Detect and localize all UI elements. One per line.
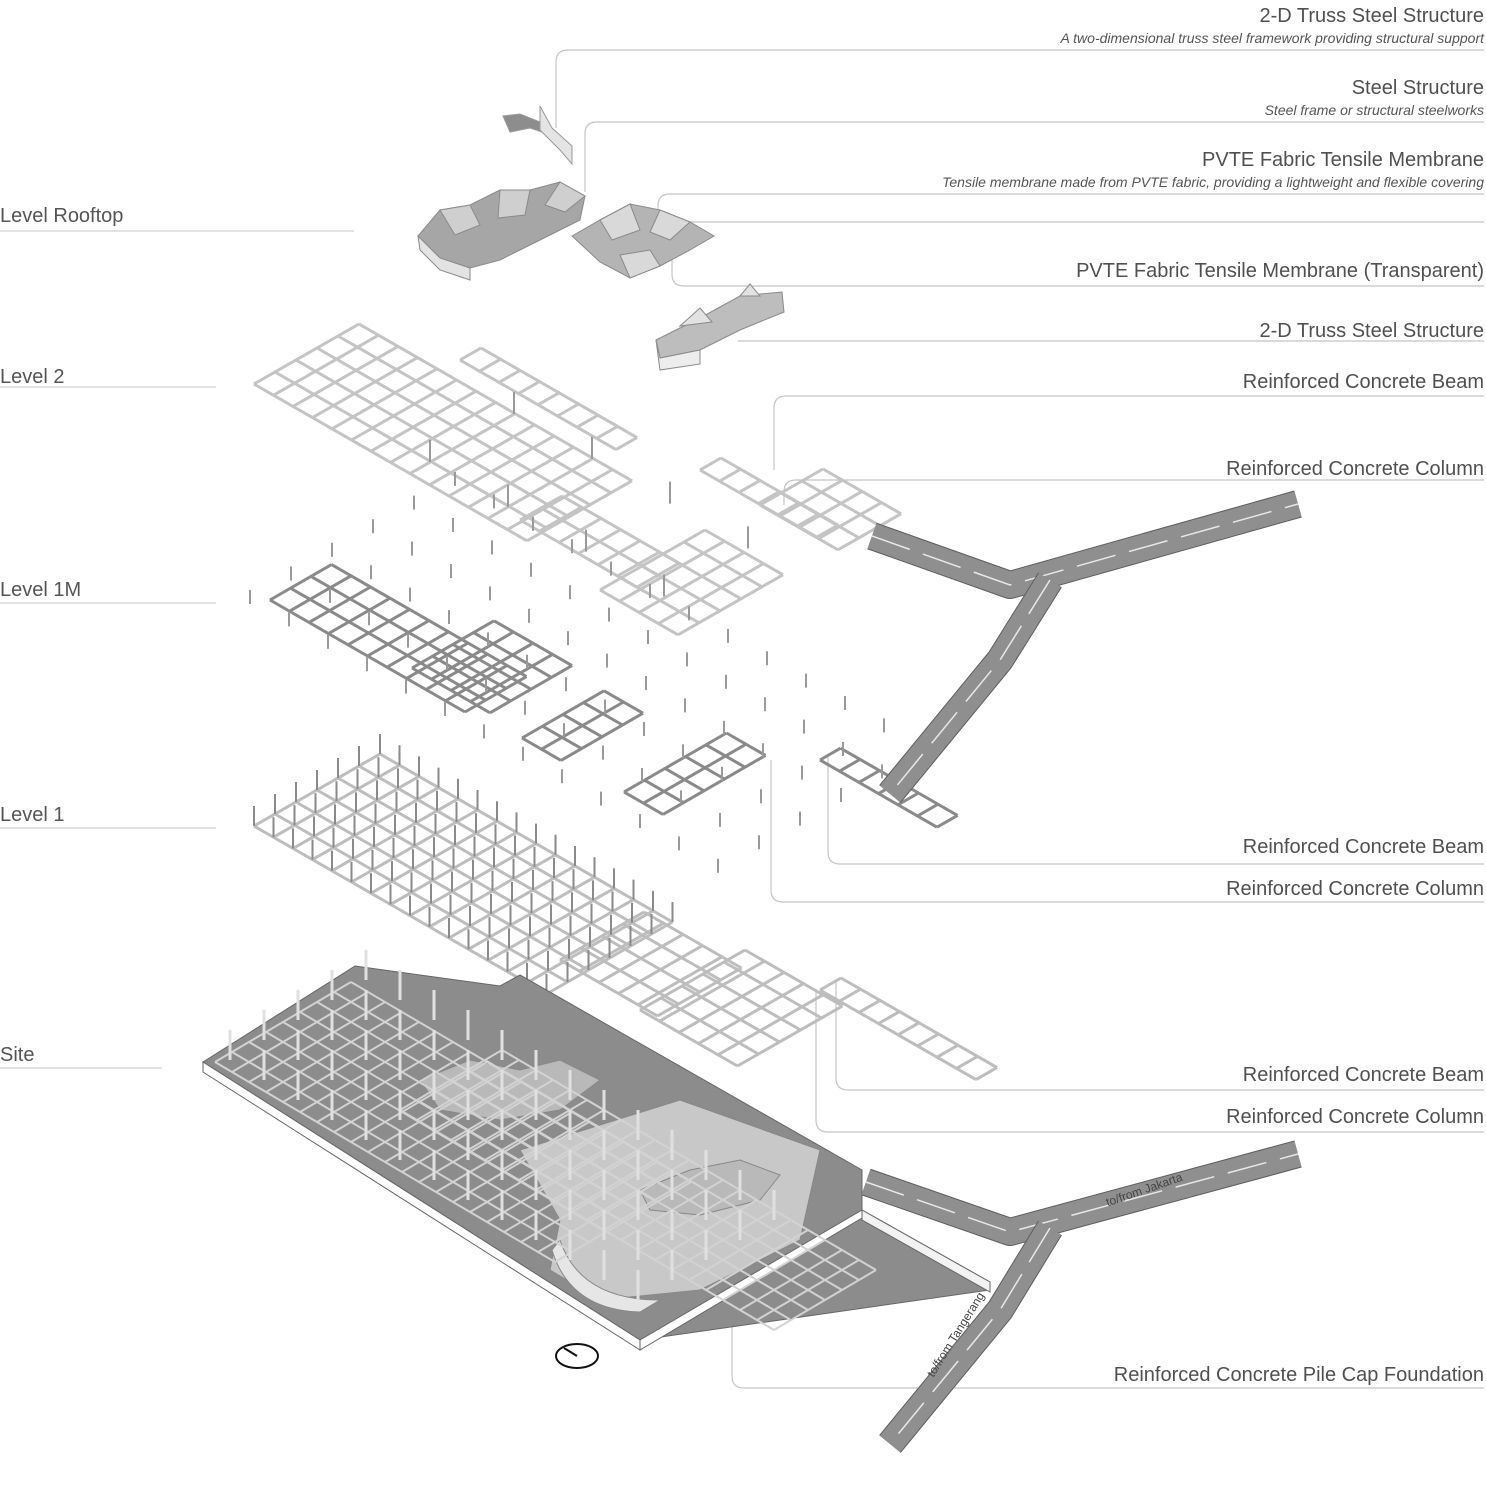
level1-grid — [253, 734, 998, 1081]
callout-title: 2-D Truss Steel Structure — [1259, 5, 1484, 27]
callout-beam-level1: Reinforced Concrete Beam — [1243, 1065, 1484, 1085]
rooftop-truss-detail — [502, 105, 573, 166]
callout-column-level1m: Reinforced Concrete Column — [1226, 879, 1484, 899]
level-underlines — [0, 230, 354, 1069]
callout-title: PVTE Fabric Tensile Membrane (Transparen… — [1076, 260, 1484, 282]
callout-title: Reinforced Concrete Column — [1226, 458, 1484, 480]
level-label-level1m: Level 1M — [0, 579, 82, 601]
callout-title: Reinforced Concrete Beam — [1242, 1064, 1484, 1086]
callout-description: A two-dimensional truss steel framework … — [1060, 30, 1484, 46]
upper-road — [867, 490, 1302, 803]
callout-title: 2-D Truss Steel Structure — [1259, 320, 1484, 342]
callout-column-level2: Reinforced Concrete Column — [1226, 459, 1484, 479]
callout-leaders — [555, 49, 1484, 1389]
level-label-site: Site — [0, 1044, 35, 1066]
callout-title: Reinforced Concrete Column — [1226, 878, 1484, 900]
rooftop-truss-small — [655, 283, 785, 371]
callout-description: Steel frame or structural steelworks — [1264, 102, 1484, 118]
level-label-level1: Level 1 — [0, 804, 65, 826]
level-label-level2: Level 2 — [0, 366, 65, 388]
lower-road — [861, 1140, 1302, 1453]
callout-column-level1: Reinforced Concrete Column — [1226, 1107, 1484, 1127]
level-label-rooftop: Level Rooftop — [0, 205, 124, 227]
level2-grid — [253, 322, 902, 637]
callout-description: Tensile membrane made from PVTE fabric, … — [942, 174, 1484, 190]
rooftop-membrane-left — [417, 181, 586, 281]
callout-pvte-membrane: PVTE Fabric Tensile Membrane Tensile mem… — [942, 150, 1484, 189]
callout-title: Reinforced Concrete Beam — [1242, 371, 1484, 393]
callout-title: Steel Structure — [1351, 77, 1484, 99]
callout-beam-level1m: Reinforced Concrete Beam — [1243, 837, 1484, 857]
callout-beam-level2: Reinforced Concrete Beam — [1243, 372, 1484, 392]
rooftop-membrane-transparent — [571, 203, 715, 279]
callout-truss-top: 2-D Truss Steel Structure A two-dimensio… — [1060, 6, 1484, 45]
callout-pile-cap: Reinforced Concrete Pile Cap Foundation — [1114, 1365, 1484, 1385]
callout-title: Reinforced Concrete Column — [1226, 1106, 1484, 1128]
callout-title: Reinforced Concrete Beam — [1242, 836, 1484, 858]
callout-truss-lower: 2-D Truss Steel Structure — [1259, 321, 1484, 341]
callout-steel-structure: Steel Structure Steel frame or structura… — [1265, 78, 1484, 117]
callout-pvte-transparent: PVTE Fabric Tensile Membrane (Transparen… — [1076, 261, 1484, 281]
callout-title: Reinforced Concrete Pile Cap Foundation — [1113, 1364, 1484, 1386]
north-arrow-icon — [555, 1343, 599, 1369]
callout-title: PVTE Fabric Tensile Membrane — [1202, 149, 1484, 171]
site-structure-grid — [214, 950, 877, 1331]
level1m-grid — [249, 472, 959, 873]
